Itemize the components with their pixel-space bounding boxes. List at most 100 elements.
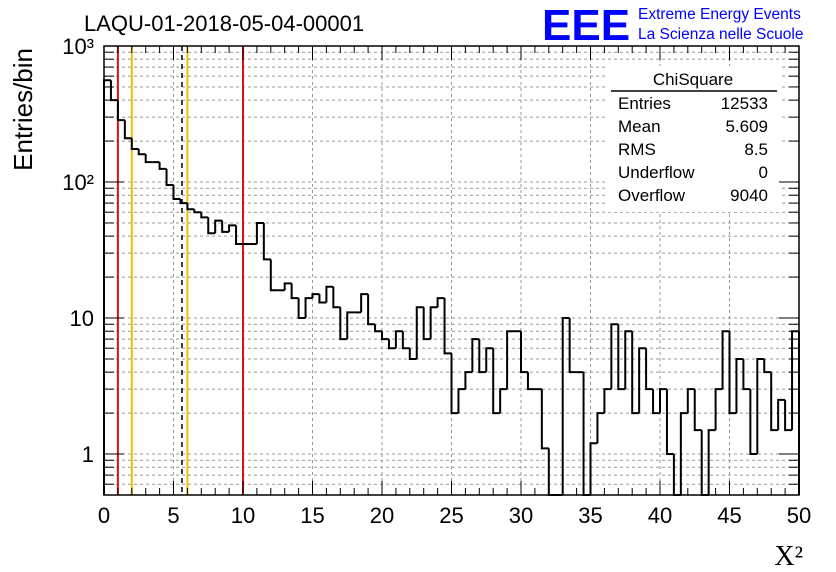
histogram-bin (290, 283, 299, 300)
x-axis-label: X² (774, 541, 803, 572)
histogram-bin (255, 221, 264, 245)
histogram-bin (422, 307, 431, 341)
x-tick-label: 30 (509, 503, 533, 528)
histogram-bin (645, 348, 654, 391)
x-tick-label: 20 (370, 503, 394, 528)
histogram-bin (297, 298, 306, 320)
x-tick-label: 5 (167, 503, 179, 528)
histogram-bin (116, 100, 125, 122)
stats-label-mean: Mean (618, 117, 661, 136)
histogram-bin (186, 203, 195, 211)
histogram-bin (360, 293, 369, 313)
stats-title: ChiSquare (653, 70, 733, 89)
histogram-bin (547, 448, 556, 496)
axis-ticks (103, 45, 800, 496)
histogram-bin (123, 120, 132, 140)
histogram-bin (478, 339, 487, 374)
histogram-bin (492, 348, 501, 415)
histogram-bin (686, 388, 695, 414)
histogram-bin (193, 209, 202, 214)
histogram-bin (589, 442, 598, 495)
histogram-bin (735, 357, 744, 414)
stats-label-rms: RMS (618, 140, 656, 159)
stats-value-rms: 8.5 (744, 140, 768, 159)
x-tick-label: 50 (787, 503, 811, 528)
histogram-bin (109, 80, 118, 102)
y-tick-label: 10² (62, 170, 94, 195)
histogram-bin (207, 217, 216, 235)
histogram-bin (367, 294, 376, 326)
x-tick-label: 15 (300, 503, 324, 528)
histogram-bin (325, 285, 334, 303)
histogram-bin (269, 259, 278, 292)
histogram-bin (707, 429, 716, 495)
y-tick-label: 10³ (62, 34, 94, 59)
histogram-bin (763, 358, 772, 374)
histogram-bin (499, 388, 508, 414)
grid (104, 46, 799, 495)
histogram-bin (700, 430, 709, 496)
histogram-bin (429, 306, 438, 340)
histogram-bin (610, 323, 619, 390)
histogram-bin (485, 347, 494, 373)
x-tick-label: 10 (231, 503, 255, 528)
logo-line-1: Extreme Energy Events (638, 6, 801, 23)
histogram-bin (749, 389, 758, 456)
eee-logo: EEE Extreme Energy Events La Scienza nel… (542, 1, 803, 50)
histogram-bin (450, 353, 459, 415)
histogram-bin (540, 389, 549, 450)
histogram-bin (228, 224, 237, 232)
histogram-bin (596, 412, 605, 444)
histogram-bin (693, 389, 702, 432)
histogram-bin (603, 388, 612, 414)
histogram-bin (679, 412, 688, 495)
reference-lines (116, 46, 244, 495)
x-tick-label: 40 (648, 503, 672, 528)
histogram-bin (457, 388, 466, 414)
histogram-bin (714, 388, 723, 431)
histogram-bin (471, 338, 480, 373)
histogram-bin (561, 317, 570, 495)
histogram-bin (443, 298, 452, 355)
histogram-bin (721, 330, 730, 390)
histogram-bin (214, 219, 223, 234)
stats-value-underflow: 0 (759, 163, 768, 182)
y-axis-label: Entries/bin (8, 48, 38, 171)
histogram-bin (318, 294, 327, 304)
histogram-bin (339, 307, 348, 341)
histogram-bin (394, 330, 403, 349)
y-tick-label: 1 (82, 442, 94, 467)
histogram-bin (401, 331, 410, 350)
x-tick-label: 45 (717, 503, 741, 528)
x-tick-label: 25 (439, 503, 463, 528)
histogram-bin (415, 306, 424, 359)
histogram-bin (728, 331, 737, 415)
stats-label-overflow: Overflow (618, 186, 686, 205)
histogram-bin (179, 199, 188, 205)
histogram-bin (158, 162, 167, 170)
histogram-bin (756, 357, 765, 455)
histogram-bin (165, 168, 174, 187)
histogram-bin (624, 330, 633, 390)
histogram-bin (311, 293, 320, 299)
histogram-bin (235, 225, 243, 246)
histogram-bin (304, 297, 313, 319)
x-tick-label: 35 (578, 503, 602, 528)
histogram-bin (200, 212, 209, 219)
histogram-bin (283, 282, 292, 291)
histogram-bin (638, 347, 647, 414)
stats-label-underflow: Underflow (618, 163, 695, 182)
histogram-bin (387, 339, 396, 350)
histogram-bin (130, 138, 139, 150)
histogram-bin (262, 222, 271, 261)
histogram-bin (374, 324, 382, 333)
histogram-bin (742, 358, 751, 391)
histogram-bin (777, 398, 786, 431)
histogram-bin (631, 331, 640, 415)
histogram-bin (506, 330, 515, 390)
histogram-bin (770, 372, 779, 432)
histogram-bin (652, 389, 660, 415)
histogram-bin (172, 185, 181, 201)
eee-logo-mark: EEE (542, 1, 630, 50)
